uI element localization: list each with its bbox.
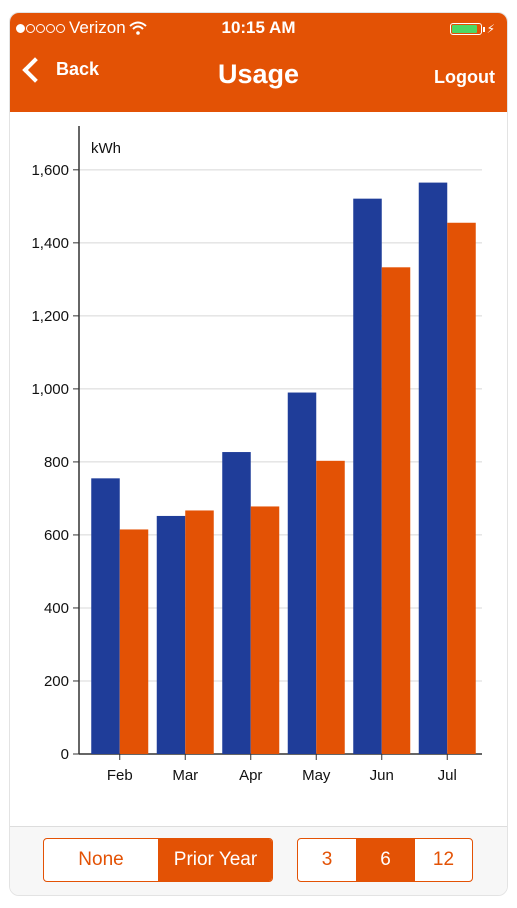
y-tick-label: 1,200 <box>31 308 69 325</box>
months-option-12[interactable]: 12 <box>414 839 472 881</box>
y-tick-label: 0 <box>61 746 69 763</box>
app-screen: Verizon 10:15 AM ⚡ Back Usage Logout <box>9 12 508 896</box>
y-tick-label: 200 <box>44 673 69 690</box>
bar-may-series-1 <box>287 392 317 754</box>
page-title: Usage <box>217 59 300 89</box>
status-time: 10:15 AM <box>221 18 296 37</box>
bar-feb-series-1 <box>91 478 120 754</box>
footer-controls: None Prior Year 3 6 12 <box>10 826 507 895</box>
x-tick-label: Apr <box>239 767 262 784</box>
logout-button[interactable]: Logout <box>434 67 495 87</box>
charging-bolt-icon: ⚡ <box>486 22 495 36</box>
compare-option-none[interactable]: None <box>78 849 124 870</box>
y-unit-label: kWh <box>91 140 121 157</box>
bar-apr-series-2 <box>250 506 280 754</box>
battery-icon: ⚡ <box>449 22 495 36</box>
compare-option-prior-year[interactable]: Prior Year <box>158 839 272 881</box>
bar-jul-series-1 <box>418 182 448 754</box>
signal-dots-icon <box>16 18 66 38</box>
x-tick-label: May <box>302 767 331 784</box>
bar-mar-series-2 <box>185 510 214 754</box>
nav-bar: Back Usage Logout <box>10 53 507 103</box>
status-bar: Verizon 10:15 AM ⚡ <box>10 13 507 45</box>
usage-chart: 0 200 400 600 800 1,000 1,200 1,400 1,600 kWh Feb M… <box>10 112 507 822</box>
months-segmented-control: 3 6 12 <box>297 838 473 882</box>
x-tick-label: Jul <box>438 767 457 784</box>
y-tick-label: 600 <box>44 527 69 544</box>
bar-jun-series-2 <box>381 267 411 754</box>
x-tick-label: Jun <box>370 767 394 784</box>
y-tick-label: 1,600 <box>31 162 69 179</box>
back-button[interactable]: Back <box>20 56 100 83</box>
carrier-name: Verizon <box>69 18 126 37</box>
wifi-icon <box>129 21 147 35</box>
carrier-info: Verizon <box>16 18 147 38</box>
compare-segmented-control: None Prior Year <box>43 838 273 882</box>
months-option-3[interactable]: 3 <box>321 849 333 870</box>
bar-mar-series-1 <box>156 515 186 754</box>
y-tick-label: 800 <box>44 454 69 471</box>
usage-bar-chart: 0 200 400 600 800 1,000 1,200 1,400 1,600 kWh Feb M… <box>31 126 482 784</box>
x-tick-label: Feb <box>107 767 133 784</box>
bar-jul-series-2 <box>447 222 476 755</box>
back-label: Back <box>56 59 100 79</box>
months-option-6[interactable]: 6 <box>356 839 414 881</box>
bar-feb-series-2 <box>119 529 149 754</box>
bar-may-series-2 <box>316 460 345 754</box>
y-tick-label: 1,000 <box>31 381 69 398</box>
y-tick-label: 1,400 <box>31 235 69 252</box>
bar-apr-series-1 <box>222 452 251 754</box>
x-tick-label: Mar <box>172 767 198 784</box>
y-tick-label: 400 <box>44 600 69 617</box>
bar-jun-series-1 <box>353 198 382 754</box>
header-bar: Verizon 10:15 AM ⚡ Back Usage Logout <box>10 13 507 112</box>
